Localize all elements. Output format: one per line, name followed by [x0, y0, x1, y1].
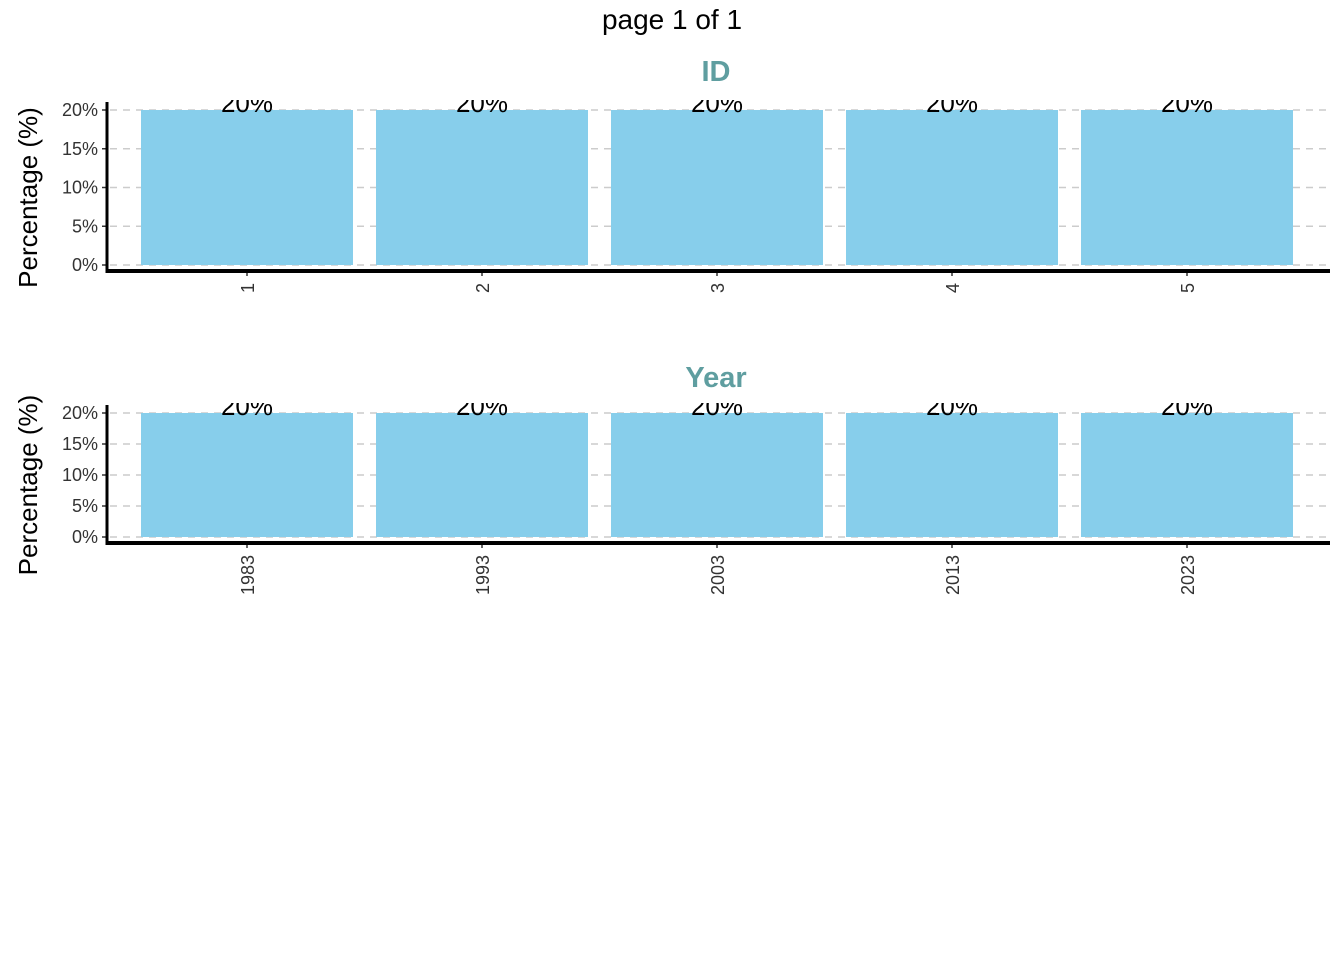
y-tick-label: 10%	[62, 178, 98, 198]
y-tick-label: 0%	[72, 255, 98, 275]
x-tick-label: 5	[1178, 283, 1198, 293]
bar-2013	[846, 413, 1058, 537]
x-tick-label: 1993	[473, 555, 493, 595]
x-tick-label: 2013	[943, 555, 963, 595]
label-clip-cover	[117, 88, 1330, 100]
x-tick-label: 1983	[238, 555, 258, 595]
y-tick-label: 20%	[62, 100, 98, 120]
x-tick-label: 2	[473, 283, 493, 293]
bar-2003	[611, 413, 823, 537]
facet-title: Year	[685, 362, 746, 394]
x-tick-label: 4	[943, 283, 963, 293]
label-clip-cover	[117, 391, 1330, 403]
bar-5	[1081, 110, 1293, 265]
bar-4	[846, 110, 1058, 265]
bar-3	[611, 110, 823, 265]
bar-1	[141, 110, 353, 265]
y-tick-label: 5%	[72, 496, 98, 516]
bar-2	[376, 110, 588, 265]
facet-title: ID	[702, 56, 731, 88]
bar-1993	[376, 413, 588, 537]
x-tick-label: 1	[238, 283, 258, 293]
x-tick-label: 3	[708, 283, 728, 293]
x-tick-label: 2023	[1178, 555, 1198, 595]
y-tick-label: 20%	[62, 403, 98, 423]
y-tick-label: 15%	[62, 139, 98, 159]
y-tick-label: 15%	[62, 434, 98, 454]
y-axis-label: Percentage (%)	[13, 395, 43, 576]
y-tick-label: 0%	[72, 527, 98, 547]
page-title: page 1 of 1	[601, 4, 743, 35]
bar-2023	[1081, 413, 1293, 537]
bar-1983	[141, 413, 353, 537]
y-tick-label: 10%	[62, 465, 98, 485]
y-tick-label: 5%	[72, 216, 98, 236]
x-tick-label: 2003	[708, 555, 728, 595]
y-axis-label: Percentage (%)	[13, 107, 43, 288]
